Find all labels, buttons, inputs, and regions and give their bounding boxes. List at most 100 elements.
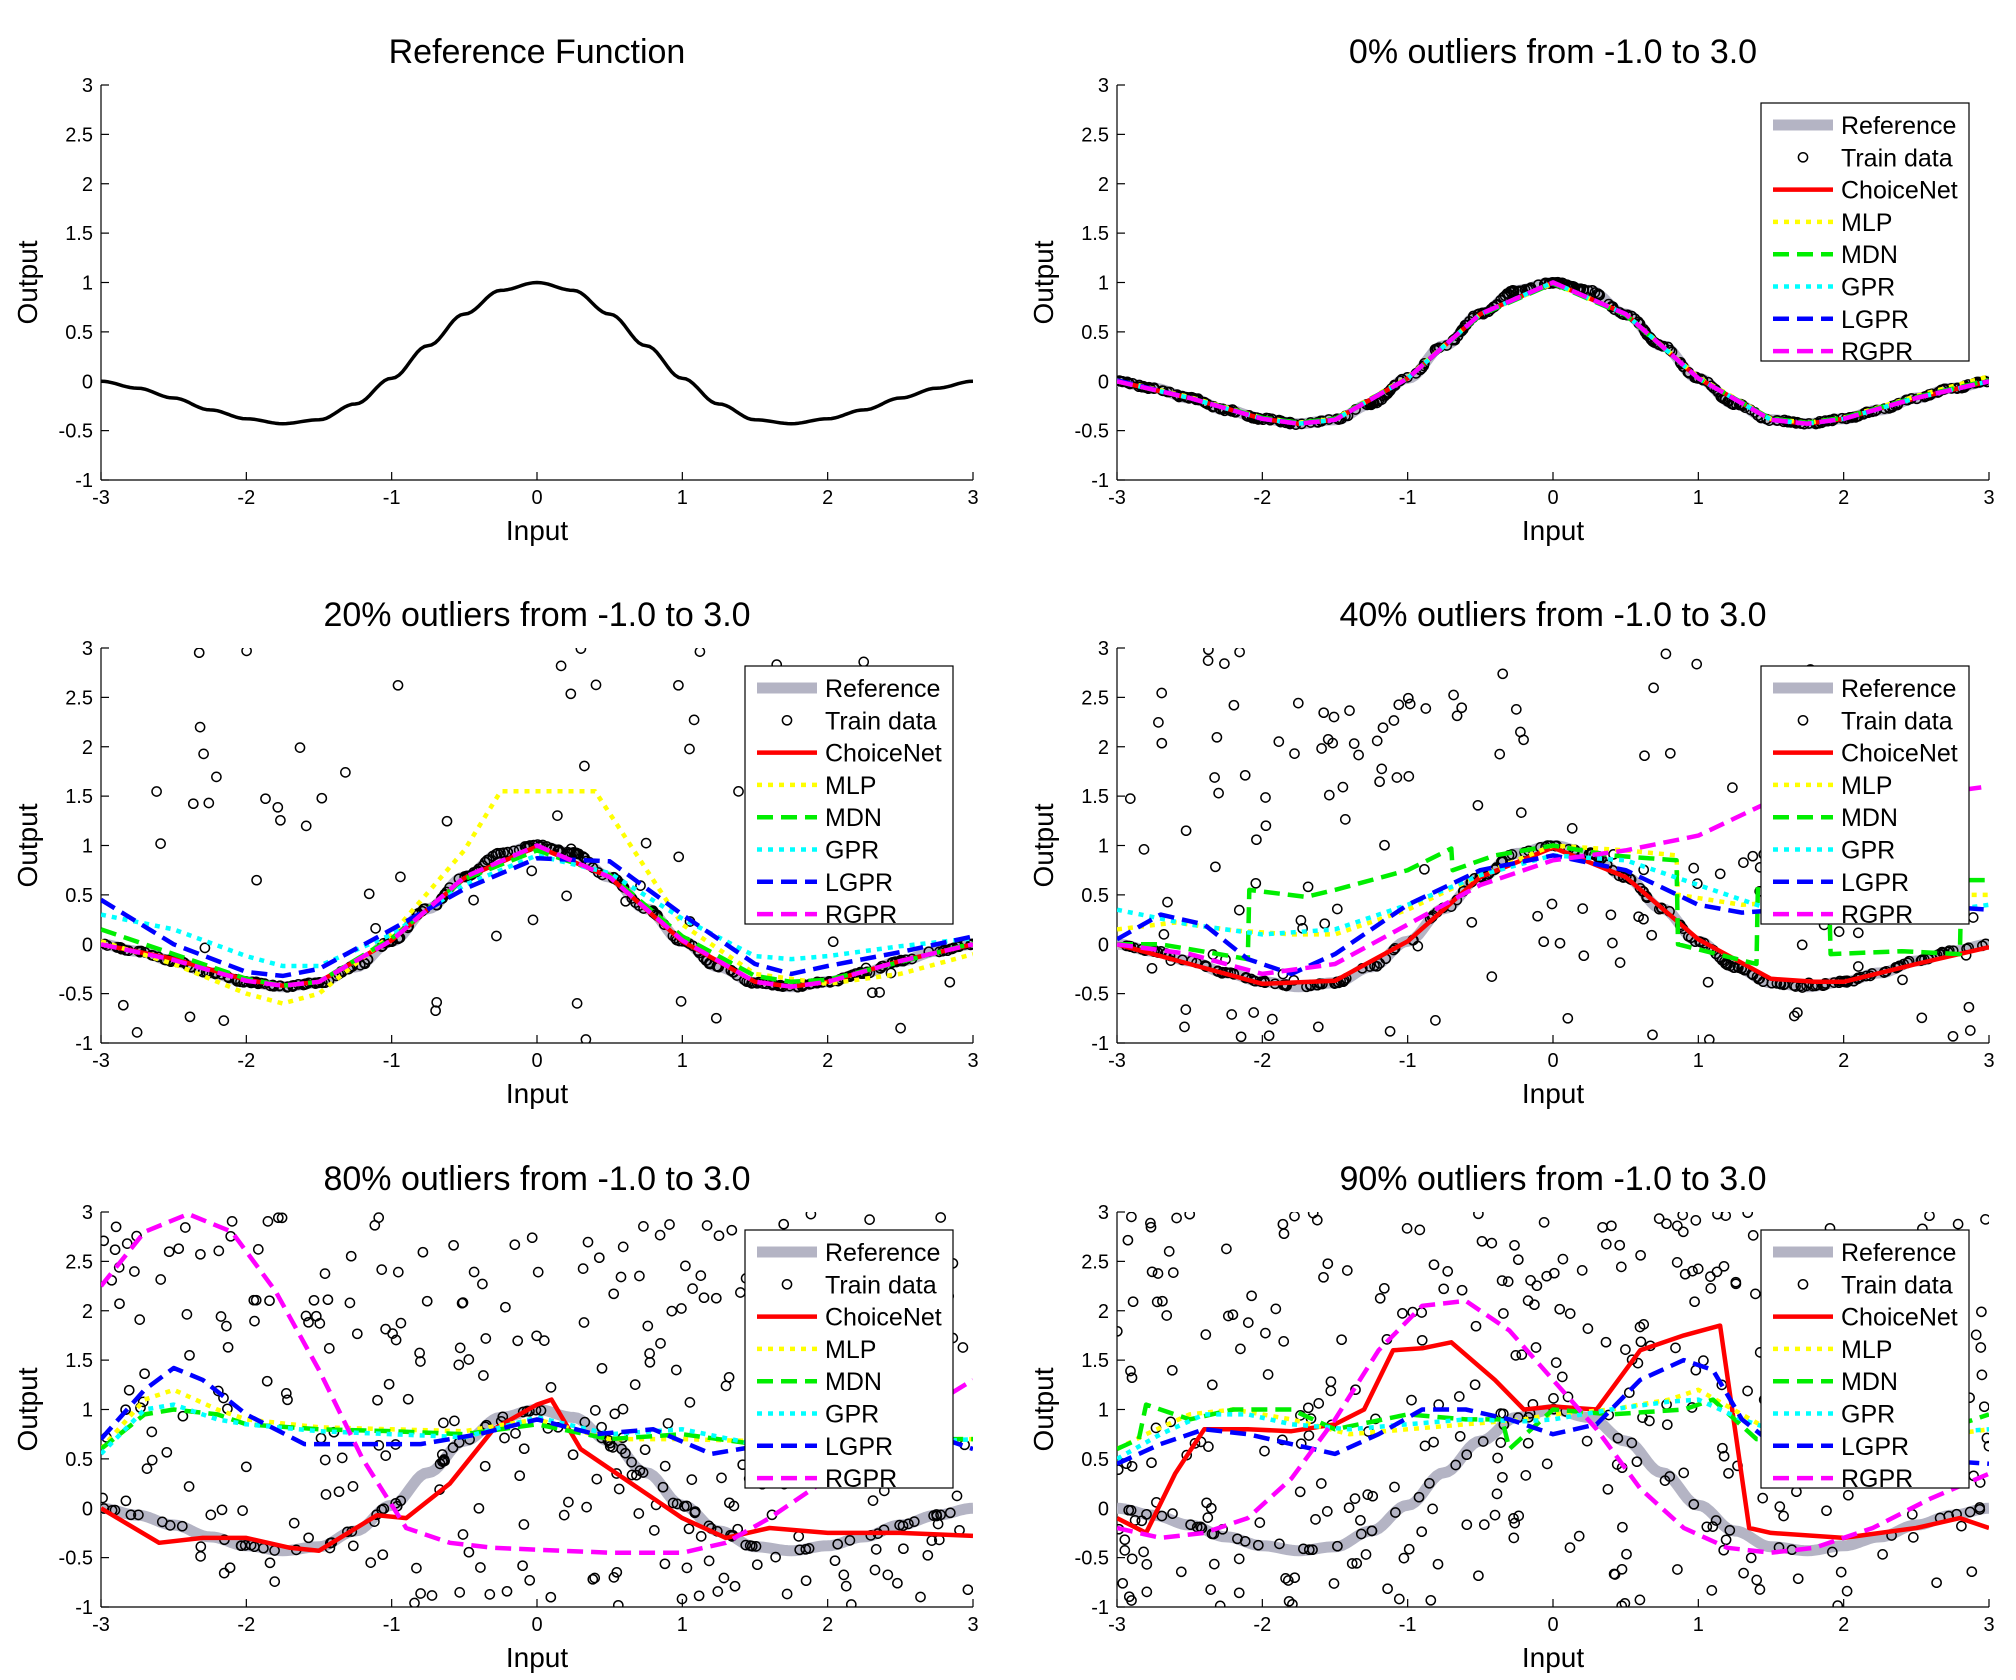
train-data-point xyxy=(222,1341,234,1353)
y-axis-label: Output xyxy=(12,240,43,324)
train-data-point xyxy=(1343,1502,1355,1514)
train-data-point xyxy=(689,1506,701,1517)
train-data-point xyxy=(1180,1004,1192,1015)
subplot-p5: 80% outliers from -1.0 to 3.0 -3 -2 -1 0 1 2 3 -… xyxy=(12,1160,979,1673)
train-data-point xyxy=(1125,1505,1137,1516)
train-data-point xyxy=(1821,1505,1832,1517)
train-data-point xyxy=(163,1246,175,1258)
train-data-point xyxy=(1239,769,1251,781)
train-data-point xyxy=(670,1364,682,1376)
train-data-point xyxy=(1318,1271,1329,1283)
train-data-point xyxy=(1254,1517,1266,1528)
train-data-point xyxy=(320,1489,332,1500)
train-data-point xyxy=(1600,1238,1612,1250)
y-axis-label: Output xyxy=(1028,240,1059,324)
train-data-point xyxy=(1234,648,1245,658)
train-data-point xyxy=(216,1504,228,1516)
train-data-point xyxy=(538,1335,550,1346)
train-data-point xyxy=(1180,825,1192,837)
train-data-point xyxy=(1706,1585,1718,1596)
train-data-point xyxy=(205,1509,217,1521)
train-data-point xyxy=(1427,1503,1438,1515)
train-data-point xyxy=(531,1330,542,1342)
train-data-point xyxy=(1203,648,1214,656)
chart-title: 90% outliers from -1.0 to 3.0 xyxy=(1339,1160,1766,1198)
train-data-point xyxy=(575,648,587,654)
chart-title: Reference Function xyxy=(389,33,686,71)
train-data-point xyxy=(1832,1600,1844,1607)
train-data-point xyxy=(300,1310,312,1322)
train-data-point xyxy=(1360,1549,1372,1560)
train-data-point xyxy=(1546,898,1558,910)
train-data-point xyxy=(457,1529,469,1540)
train-data-point xyxy=(1206,1379,1218,1391)
train-data-point xyxy=(1401,1223,1413,1234)
train-data-point xyxy=(695,1270,707,1281)
train-data-point xyxy=(392,679,404,691)
train-data-point xyxy=(1328,711,1340,723)
legend-label: Train data xyxy=(1841,1271,1953,1299)
x-tick-label: -1 xyxy=(383,487,401,509)
train-data-point xyxy=(1648,682,1659,694)
legend-label: ChoiceNet xyxy=(1841,177,1958,205)
train-data-point xyxy=(750,1541,762,1552)
y-tick-label: 0.5 xyxy=(65,322,93,344)
train-data-point xyxy=(1655,902,1667,914)
y-tick-label: -0.5 xyxy=(59,1548,93,1570)
train-data-point xyxy=(1208,1558,1220,1570)
train-data-point xyxy=(492,847,503,859)
train-data-point xyxy=(1664,747,1676,759)
train-data-point xyxy=(1718,1450,1730,1462)
train-data-point xyxy=(1390,1507,1401,1518)
train-data-point xyxy=(272,1212,284,1224)
train-data-point xyxy=(874,987,885,998)
legend-label: GPR xyxy=(1841,837,1895,865)
train-data-point xyxy=(1391,772,1403,783)
train-data-point xyxy=(1707,1521,1719,1532)
x-tick-label: -2 xyxy=(237,1614,255,1636)
train-data-point xyxy=(1303,1430,1315,1441)
train-data-point xyxy=(514,1470,526,1482)
train-data-point xyxy=(1754,1584,1766,1595)
train-data-point xyxy=(1661,1419,1673,1431)
train-data-point xyxy=(1738,1567,1749,1579)
train-data-point xyxy=(1353,749,1364,761)
train-data-point xyxy=(1294,1486,1306,1498)
train-data-point xyxy=(615,1271,627,1283)
train-data-point xyxy=(134,1314,146,1325)
train-data-point xyxy=(1508,1532,1520,1544)
train-data-point xyxy=(500,1301,511,1313)
train-data-point xyxy=(683,1523,695,1535)
train-data-point xyxy=(501,1585,513,1597)
train-data-point xyxy=(1677,1212,1689,1221)
legend-label: Reference xyxy=(1841,675,1956,703)
train-data-point xyxy=(421,1295,433,1307)
train-data-point xyxy=(1470,1320,1482,1332)
train-data-point xyxy=(1145,1221,1157,1233)
train-data-point xyxy=(1578,950,1590,962)
x-tick-label: 3 xyxy=(967,487,978,509)
train-data-point xyxy=(688,714,700,726)
train-data-point xyxy=(733,786,744,797)
x-tick-label: 0 xyxy=(1547,1050,1558,1072)
train-data-point xyxy=(1747,1230,1759,1241)
x-tick-label: 1 xyxy=(1693,1050,1704,1072)
train-data-point xyxy=(526,1232,538,1244)
train-data-point xyxy=(1162,896,1173,908)
train-data-point xyxy=(363,888,375,900)
train-data-point xyxy=(155,838,166,849)
x-tick-label: 1 xyxy=(1693,1614,1704,1636)
train-data-point xyxy=(694,648,706,657)
train-data-point xyxy=(1158,929,1170,940)
x-tick-label: -3 xyxy=(1108,487,1126,509)
train-data-point xyxy=(110,1221,122,1233)
y-tick-label: -0.5 xyxy=(1075,984,1109,1006)
train-data-point xyxy=(395,1495,407,1507)
train-data-point xyxy=(1952,1218,1964,1230)
train-data-point xyxy=(1515,807,1527,818)
train-data-point xyxy=(1956,1520,1967,1532)
train-data-point xyxy=(1313,1398,1325,1409)
train-data-point xyxy=(1730,1278,1742,1290)
x-tick-label: 3 xyxy=(1983,1050,1994,1072)
x-axis-label: Input xyxy=(506,1642,568,1673)
